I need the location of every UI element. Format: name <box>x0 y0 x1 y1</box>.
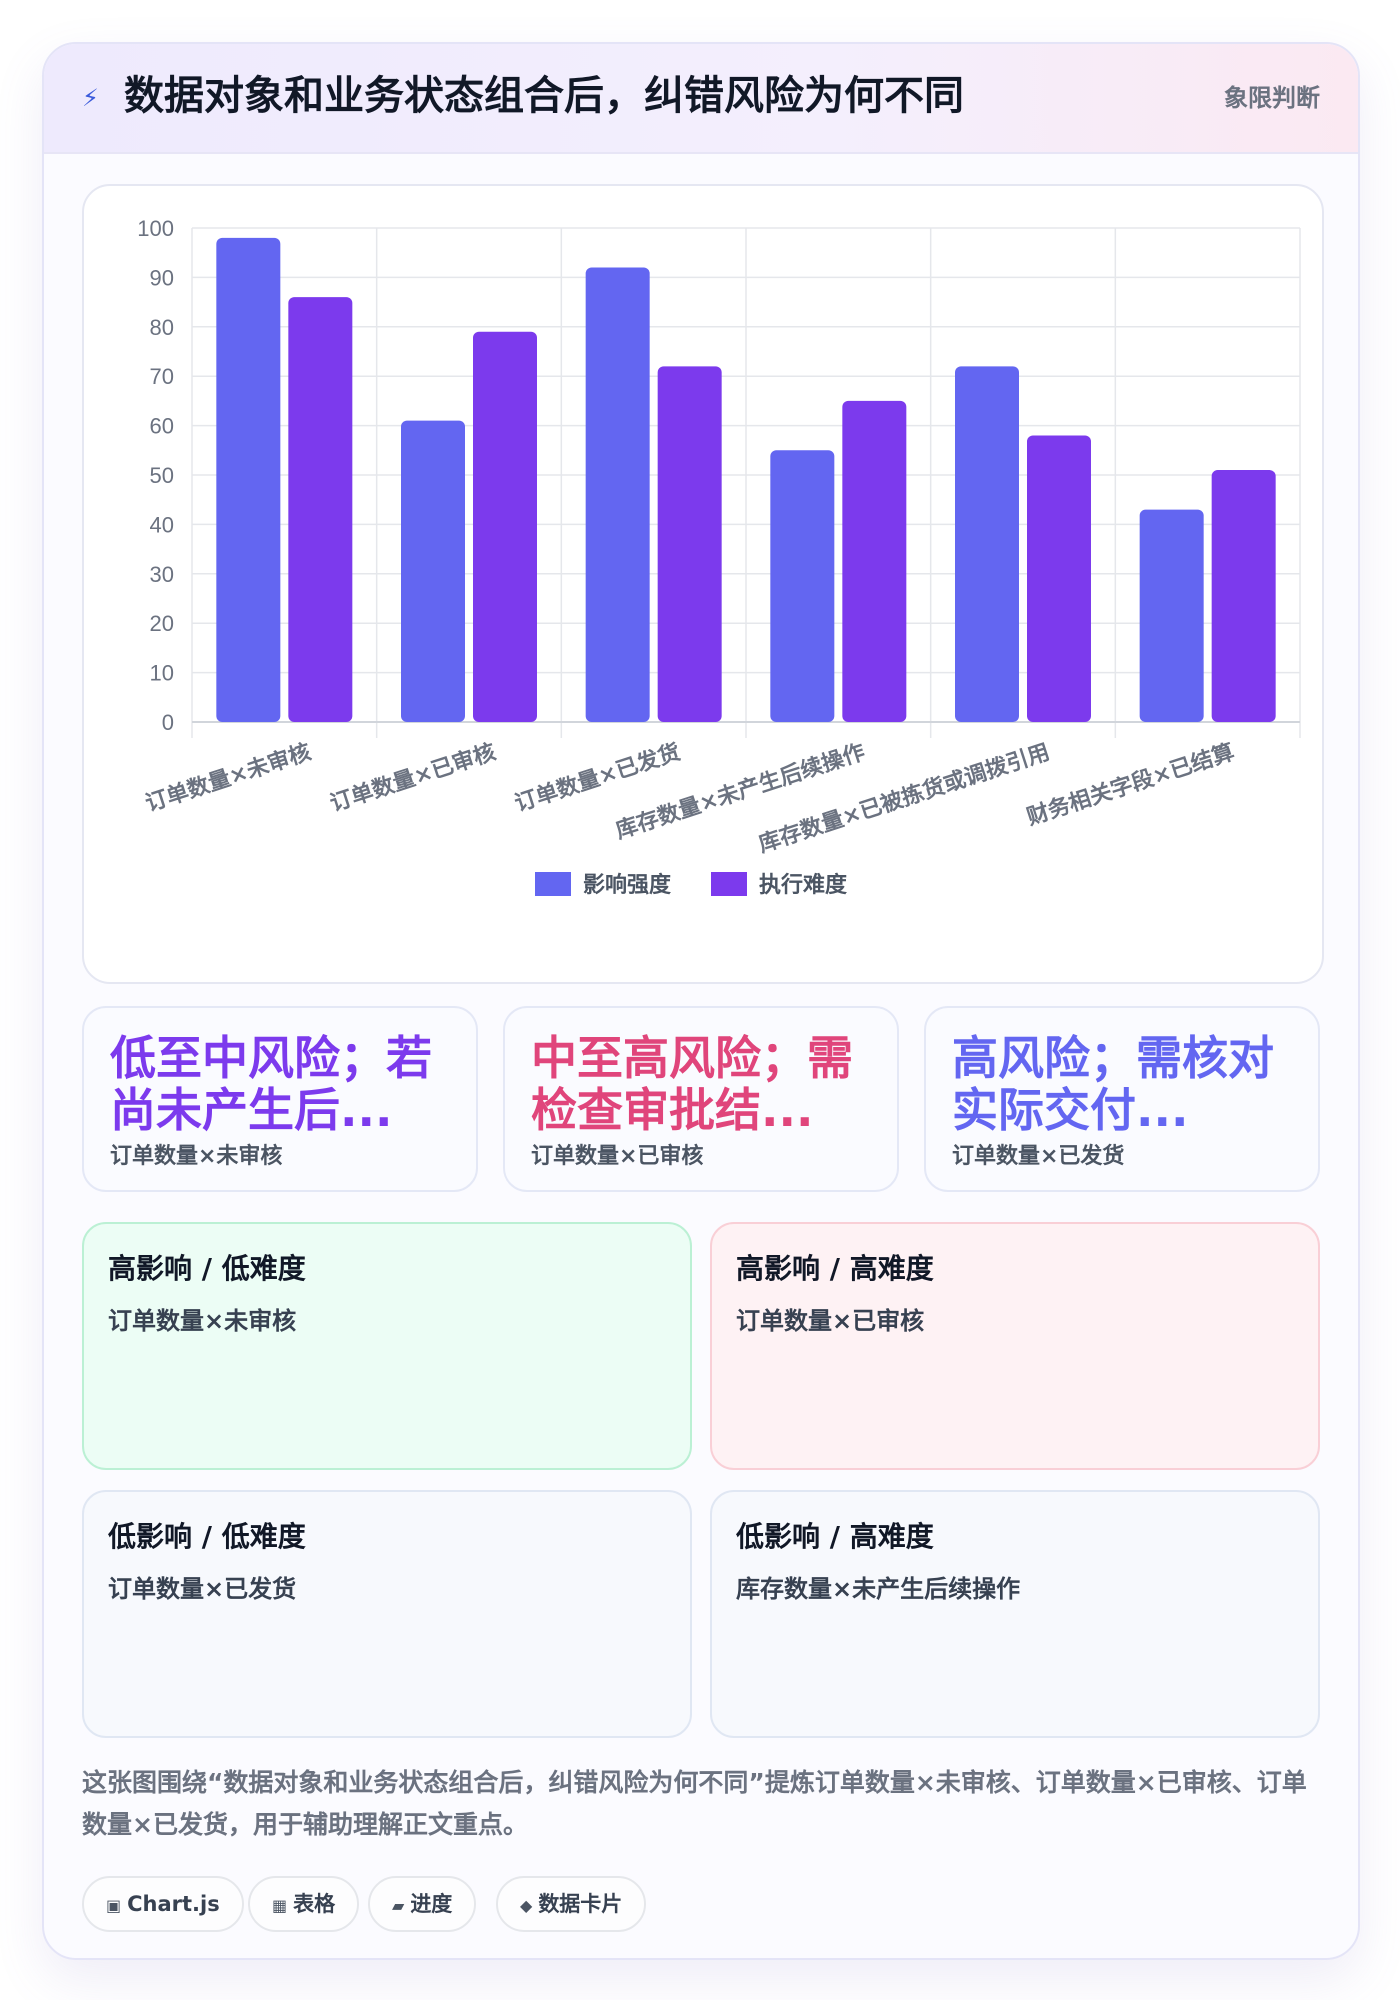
quadrant-low-impact-high-difficulty: 低影响 / 高难度 库存数量×未产生后续操作 <box>710 1490 1320 1738</box>
y-tick-label: 40 <box>150 512 174 537</box>
x-tick-label: 订单数量×已审核 <box>327 739 499 817</box>
bar <box>473 331 537 722</box>
chip-label: 表格 <box>293 1892 336 1916</box>
chip-chartjs[interactable]: ▣ Chart.js <box>82 1876 244 1932</box>
y-tick-label: 90 <box>150 265 174 290</box>
bar <box>770 450 835 722</box>
bar <box>842 400 907 722</box>
quadrant-item: 库存数量×未产生后续操作 <box>736 1575 1021 1603</box>
quadrant-item: 订单数量×未审核 <box>108 1307 297 1335</box>
chip-label: Chart.js <box>127 1892 220 1916</box>
quadrant-item: 订单数量×已审核 <box>736 1307 925 1335</box>
progress-icon: ▰ <box>392 1896 405 1915</box>
bar <box>216 237 281 722</box>
legend-label: 影响强度 <box>583 872 672 898</box>
quadrant-title: 高影响 / 高难度 <box>736 1252 934 1285</box>
quadrant-title: 高影响 / 低难度 <box>108 1252 306 1285</box>
y-tick-label: 70 <box>150 364 174 389</box>
card-header: ⚡ 数据对象和业务状态组合后，纠错风险为何不同 象限判断 <box>44 44 1358 154</box>
chip-label: 数据卡片 <box>538 1892 623 1916</box>
report-card: ⚡ 数据对象和业务状态组合后，纠错风险为何不同 象限判断 0 10 20 30 40 50… <box>42 42 1360 1960</box>
chart-icon: ▣ <box>106 1896 122 1915</box>
chip-label: 进度 <box>410 1892 453 1916</box>
y-tick-label: 80 <box>150 315 174 340</box>
kpi-label: 订单数量×未审核 <box>110 1144 283 1169</box>
kpi-value: 高风险；需核对实际交付... <box>952 1031 1274 1137</box>
quadrant-item: 订单数量×已发货 <box>108 1575 297 1603</box>
y-tick-label: 20 <box>150 611 174 636</box>
kpi-row: 低至中风险；若尚未产生后... 订单数量×未审核 中至高风险；需检查审批结...… <box>82 1006 1320 1192</box>
legend-swatch <box>711 872 747 896</box>
y-tick-label: 0 <box>162 710 174 735</box>
bar <box>585 267 650 722</box>
bar <box>1027 435 1091 722</box>
quadrant-title: 低影响 / 高难度 <box>736 1520 934 1553</box>
kpi-card: 低至中风险；若尚未产生后... 订单数量×未审核 <box>82 1006 478 1192</box>
quadrant-low-impact-low-difficulty: 低影响 / 低难度 订单数量×已发货 <box>82 1490 692 1738</box>
kpi-label: 订单数量×已发货 <box>952 1144 1125 1169</box>
kpi-label: 订单数量×已审核 <box>531 1144 704 1169</box>
data-card-icon: ◆ <box>520 1896 533 1915</box>
x-tick-label: 订单数量×未审核 <box>142 739 314 817</box>
page-title: 数据对象和业务状态组合后，纠错风险为何不同 <box>124 73 964 119</box>
bar <box>401 420 465 722</box>
kpi-value: 中至高风险；需检查审批结... <box>531 1031 853 1137</box>
header-tag: 象限判断 <box>1224 84 1320 112</box>
kpi-card: 高风险；需核对实际交付... 订单数量×已发货 <box>924 1006 1320 1192</box>
chip-progress[interactable]: ▰ 进度 <box>368 1876 477 1932</box>
bar <box>1211 470 1276 722</box>
kpi-value: 低至中风险；若尚未产生后... <box>110 1031 432 1137</box>
legend-swatch <box>535 872 571 896</box>
chart-panel: 0 10 20 30 40 50 60 70 80 90 100 订单数量×未审核 订单数量×已审核 订单… <box>82 184 1324 984</box>
table-icon: ▦ <box>272 1896 288 1915</box>
bar <box>657 366 722 722</box>
legend-label: 执行难度 <box>759 872 848 898</box>
bar <box>955 366 1019 722</box>
chip-table[interactable]: ▦ 表格 <box>248 1876 360 1932</box>
bar <box>288 297 353 722</box>
x-tick-label: 库存数量×已被拣货或调拨引用 <box>755 739 1053 858</box>
caption-text: 这张图围绕“数据对象和业务状态组合后，纠错风险为何不同”提炼订单数量×未审核、订… <box>82 1768 1307 1839</box>
x-tick-label: 财务相关字段×已结算 <box>1024 739 1238 831</box>
y-tick-label: 50 <box>150 463 174 488</box>
kpi-card: 中至高风险；需检查审批结... 订单数量×已审核 <box>503 1006 899 1192</box>
quadrant-title: 低影响 / 低难度 <box>108 1520 306 1553</box>
y-tick-label: 10 <box>150 661 174 686</box>
chip-data-card[interactable]: ◆ 数据卡片 <box>496 1876 647 1932</box>
quadrant-high-impact-high-difficulty: 高影响 / 高难度 订单数量×已审核 <box>710 1222 1320 1470</box>
bar <box>1139 509 1204 722</box>
y-tick-label: 60 <box>150 414 174 439</box>
y-tick-label: 100 <box>137 216 174 241</box>
quadrant-high-impact-low-difficulty: 高影响 / 低难度 订单数量×未审核 <box>82 1222 692 1470</box>
lightning-icon: ⚡ <box>82 84 99 112</box>
y-tick-label: 30 <box>150 562 174 587</box>
